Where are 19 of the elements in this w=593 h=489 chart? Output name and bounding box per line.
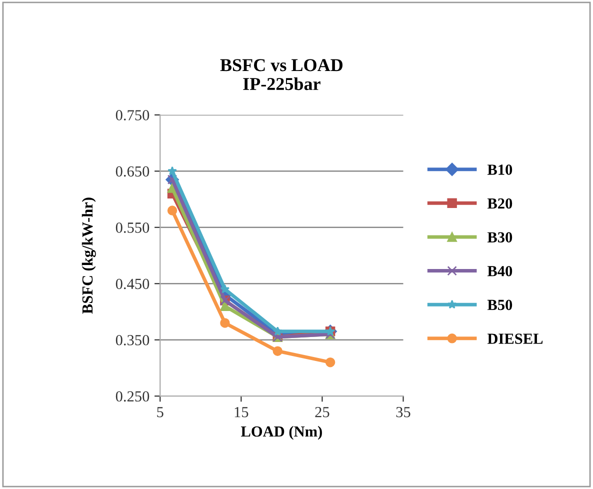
y-axis-title: BSFC (kg/kW-hr): [82, 198, 96, 314]
legend-label: B30: [487, 232, 512, 242]
y-tick-label: 0.350: [116, 334, 150, 346]
x-tick-label: 15: [234, 407, 248, 418]
legend-label: B40: [487, 266, 512, 276]
y-tick-label: 0.450: [116, 278, 150, 290]
legend-label: B10: [487, 164, 512, 175]
legend-label: B20: [487, 198, 512, 209]
x-tick-label: 35: [396, 406, 410, 418]
legend-label: B50: [487, 300, 512, 310]
chart-title: BSFC vs LOAD IP-225bar: [220, 59, 342, 90]
x-axis-title: LOAD (Nm): [240, 426, 322, 440]
x-tick-label: 25: [315, 406, 330, 418]
y-tick-label: 0.250: [116, 391, 150, 402]
x-tick-label: 5: [157, 407, 164, 418]
y-tick-label: 0.650: [116, 166, 150, 177]
y-tick-label: 0.550: [116, 222, 150, 233]
legend-label: DIESEL: [487, 334, 543, 344]
y-tick-label: 0.750: [116, 110, 150, 120]
